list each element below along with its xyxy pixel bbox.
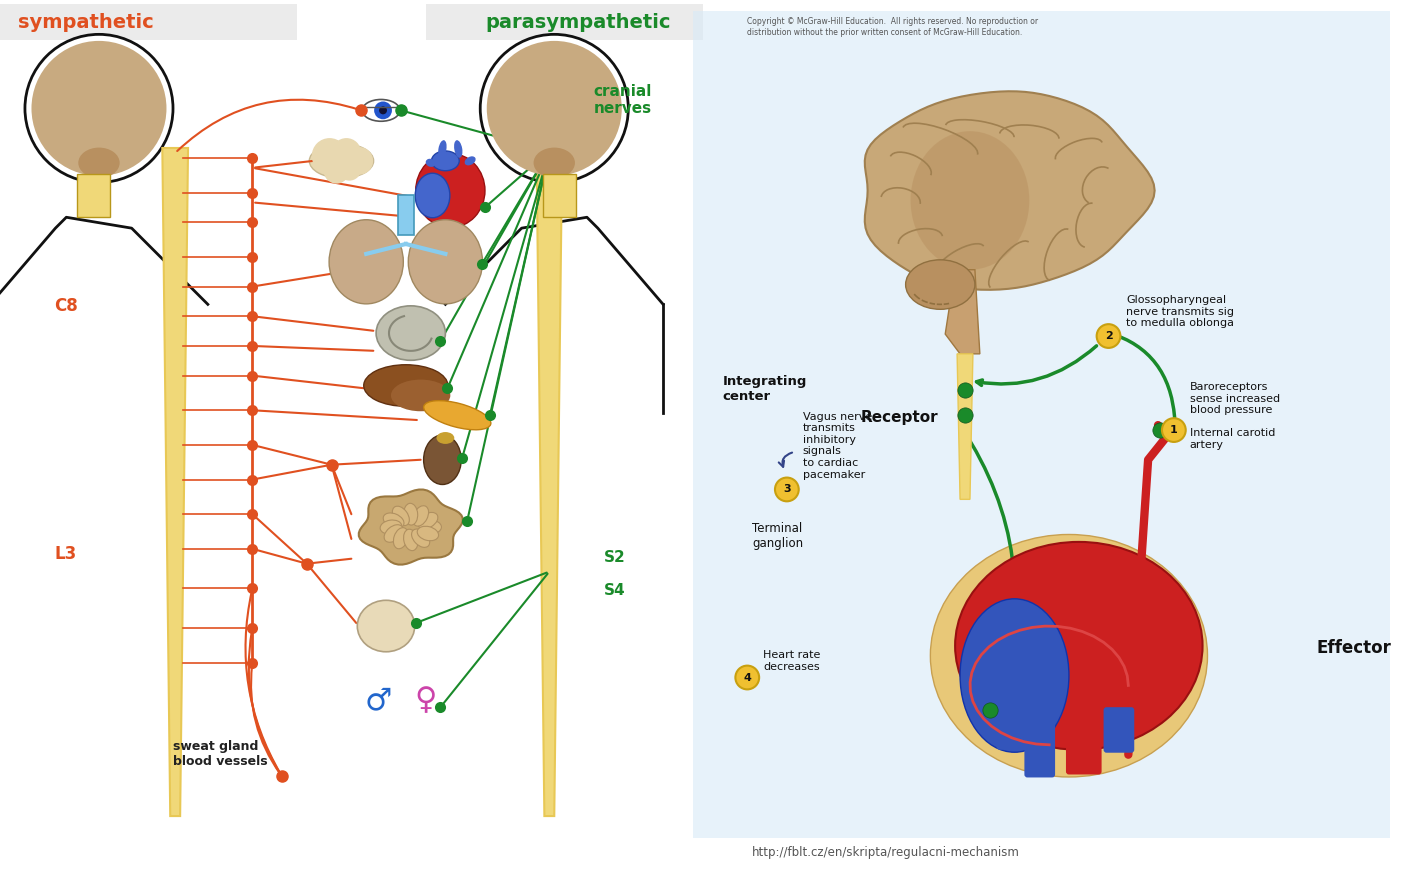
Ellipse shape — [425, 159, 435, 167]
Ellipse shape — [380, 520, 402, 534]
Text: Glossopharyngeal
nerve transmits sig
to medulla oblonga: Glossopharyngeal nerve transmits sig to … — [1126, 295, 1234, 328]
Polygon shape — [945, 269, 980, 354]
Text: Internal carotid
artery: Internal carotid artery — [1189, 428, 1275, 450]
Polygon shape — [163, 148, 188, 816]
Text: 1: 1 — [1170, 425, 1178, 435]
Text: S4: S4 — [604, 583, 625, 598]
Ellipse shape — [465, 156, 476, 166]
Polygon shape — [865, 92, 1154, 290]
FancyBboxPatch shape — [397, 195, 414, 235]
Ellipse shape — [411, 529, 430, 548]
Ellipse shape — [420, 520, 441, 534]
Circle shape — [324, 158, 350, 184]
Text: C8: C8 — [55, 297, 79, 316]
Text: Terminal
ganglion: Terminal ganglion — [753, 521, 803, 550]
Ellipse shape — [431, 151, 459, 171]
Text: http://fblt.cz/en/skripta/regulacni-mechanism: http://fblt.cz/en/skripta/regulacni-mech… — [753, 846, 1021, 859]
Text: L3: L3 — [55, 545, 77, 562]
Circle shape — [775, 478, 799, 501]
Text: Heart rate
decreases: Heart rate decreases — [764, 650, 820, 671]
Text: ♂: ♂ — [365, 686, 392, 715]
Ellipse shape — [390, 379, 451, 412]
Ellipse shape — [357, 600, 414, 651]
FancyBboxPatch shape — [1025, 722, 1054, 778]
FancyBboxPatch shape — [77, 174, 110, 217]
FancyBboxPatch shape — [1066, 714, 1102, 774]
Ellipse shape — [416, 174, 449, 218]
Circle shape — [373, 101, 392, 119]
FancyBboxPatch shape — [692, 11, 1390, 838]
Ellipse shape — [416, 153, 484, 228]
Ellipse shape — [376, 306, 445, 360]
Circle shape — [1163, 419, 1186, 442]
Ellipse shape — [383, 513, 404, 528]
Ellipse shape — [906, 260, 974, 310]
Ellipse shape — [403, 529, 418, 550]
Circle shape — [379, 106, 388, 114]
Ellipse shape — [385, 525, 403, 542]
Text: Baroreceptors
sense increased
blood pressure: Baroreceptors sense increased blood pres… — [1189, 382, 1280, 415]
Text: Vagus nerve
transmits
inhibitory
signals
to cardiac
pacemaker: Vagus nerve transmits inhibitory signals… — [803, 412, 872, 480]
Text: 3: 3 — [783, 485, 790, 494]
Text: parasympathetic: parasympathetic — [484, 13, 671, 31]
Ellipse shape — [418, 513, 438, 528]
Ellipse shape — [362, 99, 400, 121]
Ellipse shape — [417, 527, 438, 541]
Text: ♀: ♀ — [414, 686, 437, 715]
Ellipse shape — [911, 131, 1029, 269]
FancyBboxPatch shape — [543, 174, 576, 217]
Text: sympathetic: sympathetic — [18, 13, 153, 31]
Circle shape — [31, 41, 167, 176]
Ellipse shape — [931, 535, 1207, 777]
Ellipse shape — [424, 400, 491, 430]
Ellipse shape — [438, 140, 446, 158]
Ellipse shape — [364, 364, 448, 406]
Ellipse shape — [413, 506, 428, 526]
Ellipse shape — [453, 140, 462, 158]
Circle shape — [331, 138, 361, 167]
Ellipse shape — [424, 435, 462, 485]
Ellipse shape — [404, 503, 418, 525]
Polygon shape — [958, 354, 973, 500]
Circle shape — [312, 138, 347, 174]
Circle shape — [480, 34, 629, 182]
Circle shape — [25, 34, 173, 182]
FancyBboxPatch shape — [0, 4, 296, 40]
Text: sweat gland
blood vessels: sweat gland blood vessels — [173, 739, 268, 767]
Ellipse shape — [393, 528, 409, 548]
Circle shape — [487, 41, 622, 176]
Text: Integrating
center: Integrating center — [723, 375, 807, 404]
FancyBboxPatch shape — [425, 4, 703, 40]
Polygon shape — [536, 148, 562, 816]
Text: cranial
nerves: cranial nerves — [594, 84, 653, 116]
Ellipse shape — [534, 147, 576, 178]
FancyBboxPatch shape — [1104, 707, 1134, 753]
Ellipse shape — [309, 144, 373, 178]
Text: 2: 2 — [1105, 331, 1112, 341]
Text: Receptor: Receptor — [861, 410, 939, 426]
Ellipse shape — [409, 220, 483, 303]
Circle shape — [1097, 324, 1120, 348]
Ellipse shape — [392, 506, 410, 526]
Text: 4: 4 — [743, 672, 751, 683]
Ellipse shape — [955, 542, 1203, 750]
Circle shape — [337, 157, 361, 181]
FancyBboxPatch shape — [997, 709, 1022, 750]
Text: S2: S2 — [604, 549, 626, 565]
Text: Effector: Effector — [1317, 639, 1391, 657]
Circle shape — [345, 147, 373, 174]
Ellipse shape — [79, 147, 119, 178]
Ellipse shape — [329, 220, 403, 303]
Ellipse shape — [960, 599, 1068, 753]
Text: Copyright © McGraw-Hill Education.  All rights reserved. No reproduction or
dist: Copyright © McGraw-Hill Education. All r… — [747, 17, 1039, 37]
Polygon shape — [359, 489, 463, 564]
Circle shape — [736, 665, 760, 690]
Ellipse shape — [437, 432, 455, 444]
